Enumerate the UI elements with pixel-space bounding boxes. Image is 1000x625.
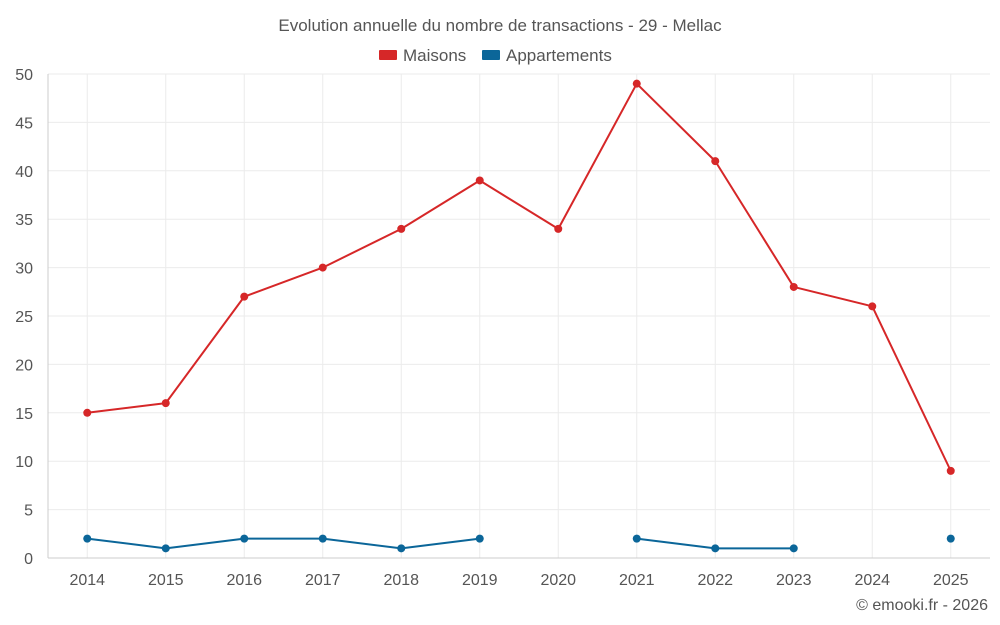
data-point-appartements[interactable] (240, 534, 249, 543)
series-maisons (83, 79, 955, 475)
y-tick-label: 25 (15, 309, 33, 326)
data-point-maisons[interactable] (83, 408, 92, 417)
data-point-appartements[interactable] (711, 544, 720, 553)
data-point-appartements[interactable] (632, 534, 641, 543)
legend-swatch-maisons (379, 50, 397, 60)
x-tick-label: 2017 (305, 572, 341, 589)
data-point-maisons[interactable] (161, 399, 170, 408)
data-point-maisons[interactable] (711, 157, 720, 166)
series-line-appartements (86, 537, 481, 550)
data-point-appartements[interactable] (397, 544, 406, 553)
x-tick-label: 2023 (776, 572, 812, 589)
y-tick-label: 50 (15, 67, 33, 84)
series (83, 79, 955, 553)
legend-swatch-appartements (482, 50, 500, 60)
x-tick-label: 2019 (462, 572, 498, 589)
x-tick-label: 2018 (383, 572, 419, 589)
data-point-maisons[interactable] (240, 292, 249, 301)
x-tick-label: 2024 (854, 572, 890, 589)
y-tick-label: 45 (15, 115, 33, 132)
x-tick-label: 2022 (697, 572, 733, 589)
data-point-maisons[interactable] (475, 176, 484, 185)
y-tick-label: 20 (15, 357, 33, 374)
y-tick-label: 35 (15, 212, 33, 229)
grid (48, 73, 990, 558)
data-point-appartements[interactable] (789, 544, 798, 553)
data-point-appartements[interactable] (946, 534, 955, 543)
y-tick-label: 0 (24, 551, 33, 568)
y-tick-label: 15 (15, 406, 33, 423)
x-tick-label: 2014 (69, 572, 105, 589)
data-point-maisons[interactable] (789, 282, 798, 291)
data-point-maisons[interactable] (554, 224, 563, 233)
series-appartements (83, 534, 955, 553)
y-tick-label: 5 (24, 503, 33, 520)
data-point-appartements[interactable] (318, 534, 327, 543)
y-axis: 0 5 10 15 20 25 30 35 40 45 50 (15, 67, 49, 568)
legend-label-appartements: Appartements (506, 46, 612, 65)
x-tick-label: 2021 (619, 572, 655, 589)
x-tick-label: 2015 (148, 572, 184, 589)
legend-item-appartements[interactable]: Appartements (482, 46, 612, 65)
x-tick-label: 2016 (226, 572, 262, 589)
legend-label-maisons: Maisons (403, 46, 466, 65)
data-point-maisons[interactable] (632, 79, 641, 88)
x-tick-label: 2020 (540, 572, 576, 589)
footer-credit: © emooki.fr - 2026 (856, 597, 988, 614)
y-tick-label: 40 (15, 164, 33, 181)
data-point-maisons[interactable] (868, 302, 877, 311)
series-line-maisons (86, 82, 952, 472)
x-axis: 2014 2015 2016 2017 2018 2019 2020 2021 2022 2023… (48, 557, 990, 589)
x-tick-label: 2025 (933, 572, 969, 589)
y-tick-label: 30 (15, 261, 33, 278)
data-point-maisons[interactable] (397, 224, 406, 233)
data-point-appartements[interactable] (161, 544, 170, 553)
data-point-appartements[interactable] (83, 534, 92, 543)
data-point-maisons[interactable] (318, 263, 327, 272)
legend: Maisons Appartements (379, 46, 612, 65)
chart-title: Evolution annuelle du nombre de transact… (278, 16, 722, 35)
y-tick-label: 10 (15, 454, 33, 471)
data-point-maisons[interactable] (946, 466, 955, 475)
legend-item-maisons[interactable]: Maisons (379, 46, 466, 65)
data-point-appartements[interactable] (475, 534, 484, 543)
